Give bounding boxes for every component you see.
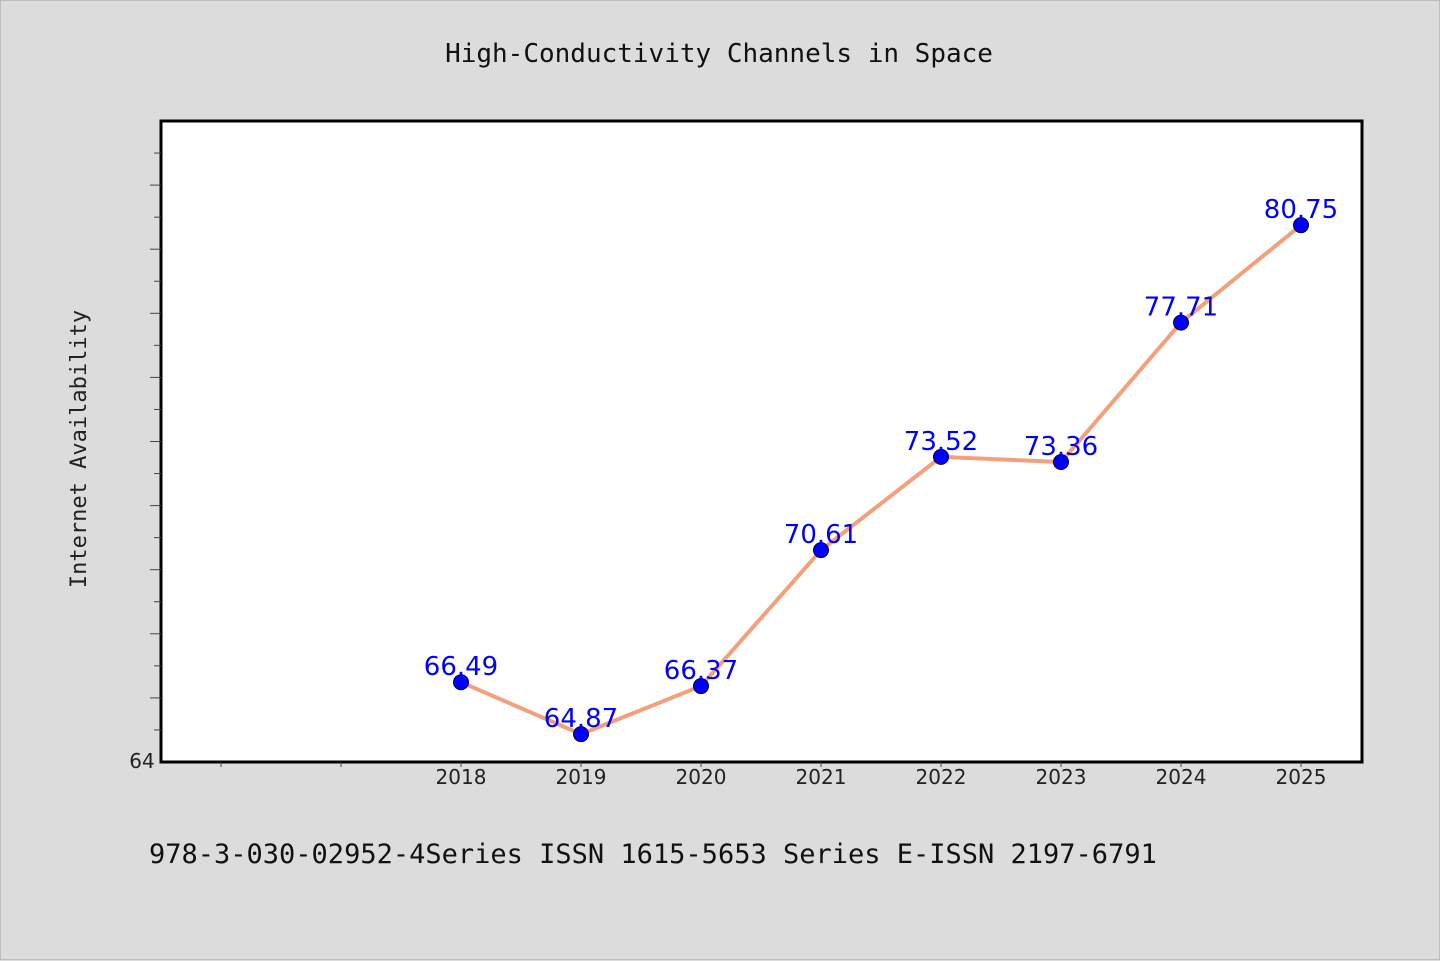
chart-title: High-Conductivity Channels in Space	[445, 39, 993, 69]
data-point-2021	[813, 542, 829, 559]
x-tick-label-2021: 2021	[796, 765, 847, 789]
data-label-2023: 73.36	[1024, 432, 1098, 462]
data-label-2019: 64.87	[544, 704, 618, 734]
data-label-2018: 66.49	[424, 652, 498, 682]
data-label-2020: 66.37	[664, 656, 738, 686]
y-axis-label: Internet Availability	[67, 310, 92, 588]
data-label-2022: 73.52	[904, 427, 978, 457]
data-point-2022	[933, 448, 949, 465]
x-tick-label-2020: 2020	[676, 765, 727, 789]
data-label-2021: 70.61	[784, 520, 858, 550]
data-label-2024: 77.71	[1144, 293, 1218, 323]
x-tick-label-2023: 2023	[1036, 765, 1087, 789]
x-tick-label-2018: 2018	[436, 765, 487, 789]
y-axis-ticks	[150, 152, 161, 731]
plot-area	[159, 119, 1364, 764]
x-axis-ticks: 2018 2019 2020 2021 2022 2023 2024 2025	[220, 762, 1327, 789]
x-tick-label-2024: 2024	[1156, 765, 1207, 789]
x-tick-label-2022: 2022	[916, 765, 967, 789]
data-point-2020	[693, 678, 709, 695]
data-point-2018	[453, 674, 469, 691]
data-point-2019	[573, 726, 589, 743]
data-point-2023	[1053, 454, 1069, 471]
series-line	[459, 223, 1303, 737]
series-line-group: 66.49 64.87 66.37 70.61 73.52 73.36 77.71 80.75	[424, 195, 1338, 743]
footer-isbn-text: 978-3-030-02952-4Series ISSN 1615-5653 S…	[149, 839, 1157, 870]
y-tick-label-64: 64	[129, 749, 154, 773]
x-tick-label-2019: 2019	[556, 765, 607, 789]
x-tick-label-2025: 2025	[1276, 765, 1327, 789]
data-label-2025: 80.75	[1264, 195, 1338, 225]
data-point-2024	[1173, 314, 1189, 331]
data-point-2025	[1293, 217, 1309, 234]
